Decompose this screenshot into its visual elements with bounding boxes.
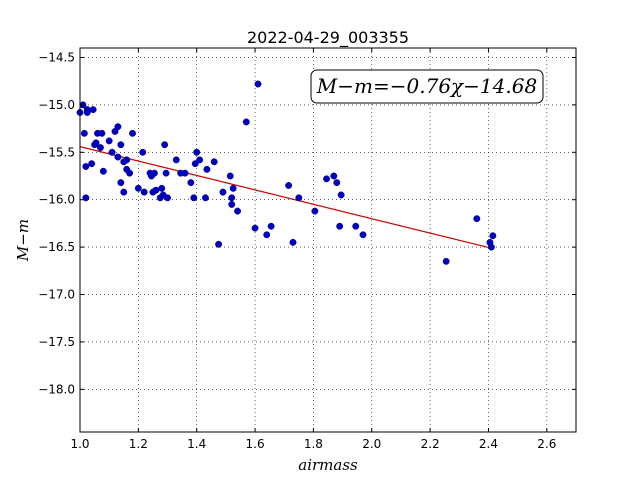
y-tick-label: −16.0	[38, 193, 75, 207]
data-point	[181, 169, 189, 177]
data-point	[164, 194, 171, 202]
data-point	[150, 169, 158, 177]
data-point	[117, 179, 125, 187]
y-tick-label: −17.0	[38, 288, 75, 302]
data-point	[219, 188, 227, 196]
y-tick-label: −16.5	[38, 240, 75, 254]
data-point	[267, 222, 275, 230]
data-point	[83, 109, 91, 116]
y-tick-label: −18.0	[38, 382, 75, 396]
data-point	[123, 156, 131, 164]
data-point	[187, 179, 195, 187]
data-point	[330, 172, 338, 180]
y-tick-label: −15.0	[38, 98, 75, 112]
data-point	[489, 232, 497, 240]
data-point	[114, 123, 122, 131]
fit-line	[79, 146, 492, 249]
axis-ticks	[79, 48, 576, 432]
plot-background	[80, 48, 576, 432]
annotation-text: M−m=−0.76χ−14.68	[316, 74, 537, 98]
data-point	[82, 163, 90, 170]
data-point	[99, 167, 107, 175]
data-point	[172, 156, 180, 164]
data-point	[108, 148, 116, 156]
data-point	[191, 160, 199, 168]
data-point	[98, 129, 106, 137]
data-point	[285, 182, 293, 189]
data-point	[88, 160, 96, 168]
data-point	[226, 172, 234, 180]
data-point	[229, 184, 237, 192]
x-tick-label: 1.4	[187, 437, 206, 451]
data-point	[117, 141, 125, 149]
data-point	[473, 215, 481, 223]
data-point	[295, 194, 303, 202]
data-point	[105, 137, 113, 145]
data-point	[120, 188, 128, 196]
data-point	[114, 153, 122, 161]
data-point	[263, 231, 271, 239]
data-point	[254, 80, 262, 88]
x-tick-label: 2.2	[421, 437, 440, 451]
data-point	[129, 129, 136, 137]
data-point	[80, 129, 88, 137]
x-tick-label: 2.6	[537, 437, 556, 451]
y-axis-label: M−m	[14, 219, 32, 262]
data-point	[126, 169, 134, 177]
data-point	[311, 207, 319, 215]
data-point	[323, 175, 330, 183]
x-tick-label: 2.4	[479, 437, 498, 451]
data-point	[228, 200, 236, 208]
data-point	[337, 191, 345, 199]
data-point	[251, 224, 259, 232]
data-point	[140, 188, 148, 196]
data-point	[139, 148, 147, 156]
fit-line-group	[79, 146, 492, 249]
data-point	[193, 148, 201, 156]
x-tick-label: 1.6	[246, 437, 265, 451]
data-point	[134, 184, 142, 192]
x-tick-label: 1.8	[304, 437, 323, 451]
y-tick-labels: −14.5 −15.0 −15.5 −16.0 −16.5 −17.0 −17.5 −18.0	[38, 50, 75, 396]
data-point	[442, 257, 450, 265]
grid-lines	[79, 48, 576, 432]
x-tick-label: 1.2	[129, 437, 148, 451]
data-point	[82, 194, 90, 202]
data-point	[487, 243, 495, 251]
y-tick-label: −14.5	[38, 50, 75, 64]
data-point	[352, 222, 360, 230]
data-point	[210, 158, 218, 166]
data-point	[158, 184, 166, 192]
x-tick-labels: 1.0 1.2 1.4 1.6 1.8 2.0 2.2 2.4 2.6	[70, 437, 556, 451]
data-point	[242, 118, 250, 126]
data-point	[92, 139, 100, 147]
data-point	[96, 144, 104, 152]
data-point	[234, 207, 242, 215]
data-point	[202, 194, 209, 202]
data-point	[359, 231, 367, 239]
data-point	[152, 186, 160, 194]
data-point	[333, 179, 341, 187]
y-tick-label: −15.5	[38, 145, 75, 159]
data-points	[76, 80, 497, 265]
x-axis-label: airmass	[298, 456, 358, 474]
y-tick-label: −17.5	[38, 335, 75, 349]
annotation-box	[310, 69, 544, 104]
plot-frame	[79, 47, 577, 433]
data-point	[289, 238, 297, 246]
x-tick-label: 2.0	[362, 437, 381, 451]
chart-title: 2022-04-29_003355	[247, 28, 409, 48]
data-point	[162, 169, 170, 177]
data-point	[161, 141, 169, 149]
data-point	[228, 194, 236, 202]
data-point	[196, 156, 204, 164]
data-point	[190, 194, 198, 202]
fit-equation-annotation: M−m=−0.76χ−14.68	[310, 69, 544, 104]
x-tick-label: 1.0	[70, 437, 89, 451]
data-point	[215, 240, 223, 248]
data-point	[89, 106, 97, 114]
data-point	[203, 165, 211, 173]
data-point	[336, 222, 344, 230]
